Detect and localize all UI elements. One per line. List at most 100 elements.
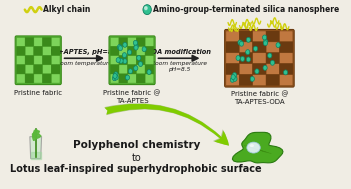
Text: TA+APTES, pH=8.5: TA+APTES, pH=8.5 <box>49 49 120 55</box>
Circle shape <box>112 76 117 81</box>
Circle shape <box>147 70 151 75</box>
FancyBboxPatch shape <box>239 53 253 64</box>
FancyBboxPatch shape <box>42 65 51 74</box>
FancyBboxPatch shape <box>51 65 60 74</box>
FancyBboxPatch shape <box>137 46 145 56</box>
FancyBboxPatch shape <box>253 64 266 75</box>
Circle shape <box>240 57 245 61</box>
FancyBboxPatch shape <box>239 31 253 42</box>
Text: Pristine fabric @
TA-APTES-ODA: Pristine fabric @ TA-APTES-ODA <box>231 91 288 105</box>
FancyBboxPatch shape <box>119 74 128 83</box>
Circle shape <box>134 45 138 50</box>
FancyBboxPatch shape <box>51 37 60 46</box>
Text: ODA modification: ODA modification <box>146 49 211 55</box>
Circle shape <box>253 46 258 51</box>
Circle shape <box>134 44 138 49</box>
Polygon shape <box>33 130 37 137</box>
Polygon shape <box>33 130 39 136</box>
Circle shape <box>232 73 237 77</box>
Ellipse shape <box>250 144 254 147</box>
FancyBboxPatch shape <box>51 46 60 56</box>
FancyBboxPatch shape <box>34 37 42 46</box>
FancyBboxPatch shape <box>109 36 155 84</box>
Circle shape <box>134 66 138 71</box>
Circle shape <box>119 58 123 63</box>
Circle shape <box>255 69 259 74</box>
FancyBboxPatch shape <box>15 36 61 84</box>
Circle shape <box>127 50 132 55</box>
Circle shape <box>250 77 254 81</box>
Circle shape <box>138 62 143 67</box>
Circle shape <box>270 60 274 65</box>
FancyBboxPatch shape <box>145 37 154 46</box>
Text: Polyphenol chemistry: Polyphenol chemistry <box>73 140 200 150</box>
Text: Room temperature
pH=8.5: Room temperature pH=8.5 <box>151 61 207 72</box>
FancyBboxPatch shape <box>128 65 137 74</box>
FancyBboxPatch shape <box>253 31 266 42</box>
Circle shape <box>231 74 235 80</box>
Circle shape <box>284 70 288 75</box>
Circle shape <box>263 65 267 70</box>
Circle shape <box>263 35 267 40</box>
FancyBboxPatch shape <box>239 75 253 86</box>
FancyBboxPatch shape <box>25 37 34 46</box>
FancyBboxPatch shape <box>137 65 145 74</box>
FancyBboxPatch shape <box>253 42 266 53</box>
Circle shape <box>123 59 127 64</box>
FancyBboxPatch shape <box>145 74 154 83</box>
Circle shape <box>117 45 121 50</box>
FancyBboxPatch shape <box>16 56 25 65</box>
Polygon shape <box>33 132 36 141</box>
FancyBboxPatch shape <box>279 31 293 42</box>
FancyBboxPatch shape <box>226 42 239 53</box>
FancyBboxPatch shape <box>145 46 154 56</box>
FancyArrowPatch shape <box>105 104 229 146</box>
Circle shape <box>116 58 120 63</box>
FancyBboxPatch shape <box>119 46 128 56</box>
Circle shape <box>236 56 240 60</box>
FancyBboxPatch shape <box>16 74 25 83</box>
Circle shape <box>238 40 242 45</box>
FancyBboxPatch shape <box>110 65 119 74</box>
Circle shape <box>263 41 267 46</box>
FancyBboxPatch shape <box>51 56 60 65</box>
FancyBboxPatch shape <box>25 65 34 74</box>
Circle shape <box>114 72 118 77</box>
FancyBboxPatch shape <box>226 75 239 86</box>
FancyBboxPatch shape <box>119 65 128 74</box>
FancyArrowPatch shape <box>104 103 229 146</box>
FancyBboxPatch shape <box>16 65 25 74</box>
FancyBboxPatch shape <box>16 46 25 56</box>
FancyBboxPatch shape <box>34 74 42 83</box>
Ellipse shape <box>247 142 260 153</box>
FancyBboxPatch shape <box>119 56 128 65</box>
FancyBboxPatch shape <box>34 65 42 74</box>
FancyBboxPatch shape <box>266 42 279 53</box>
FancyBboxPatch shape <box>16 37 25 46</box>
FancyBboxPatch shape <box>137 37 145 46</box>
FancyBboxPatch shape <box>42 56 51 65</box>
FancyBboxPatch shape <box>225 29 294 87</box>
FancyBboxPatch shape <box>51 74 60 83</box>
Circle shape <box>268 53 272 58</box>
FancyBboxPatch shape <box>42 37 51 46</box>
FancyBboxPatch shape <box>266 75 279 86</box>
Circle shape <box>233 76 237 81</box>
Circle shape <box>137 56 141 60</box>
Circle shape <box>230 77 234 82</box>
Circle shape <box>246 50 250 55</box>
FancyBboxPatch shape <box>266 31 279 42</box>
FancyBboxPatch shape <box>128 37 137 46</box>
FancyBboxPatch shape <box>253 75 266 86</box>
Circle shape <box>122 53 127 58</box>
FancyBboxPatch shape <box>226 64 239 75</box>
Circle shape <box>143 5 151 15</box>
FancyBboxPatch shape <box>128 46 137 56</box>
FancyBboxPatch shape <box>253 53 266 64</box>
Circle shape <box>264 39 268 44</box>
FancyBboxPatch shape <box>145 56 154 65</box>
FancyBboxPatch shape <box>42 46 51 56</box>
Circle shape <box>246 57 251 62</box>
Polygon shape <box>34 134 41 139</box>
Text: Room temperature: Room temperature <box>56 61 112 66</box>
